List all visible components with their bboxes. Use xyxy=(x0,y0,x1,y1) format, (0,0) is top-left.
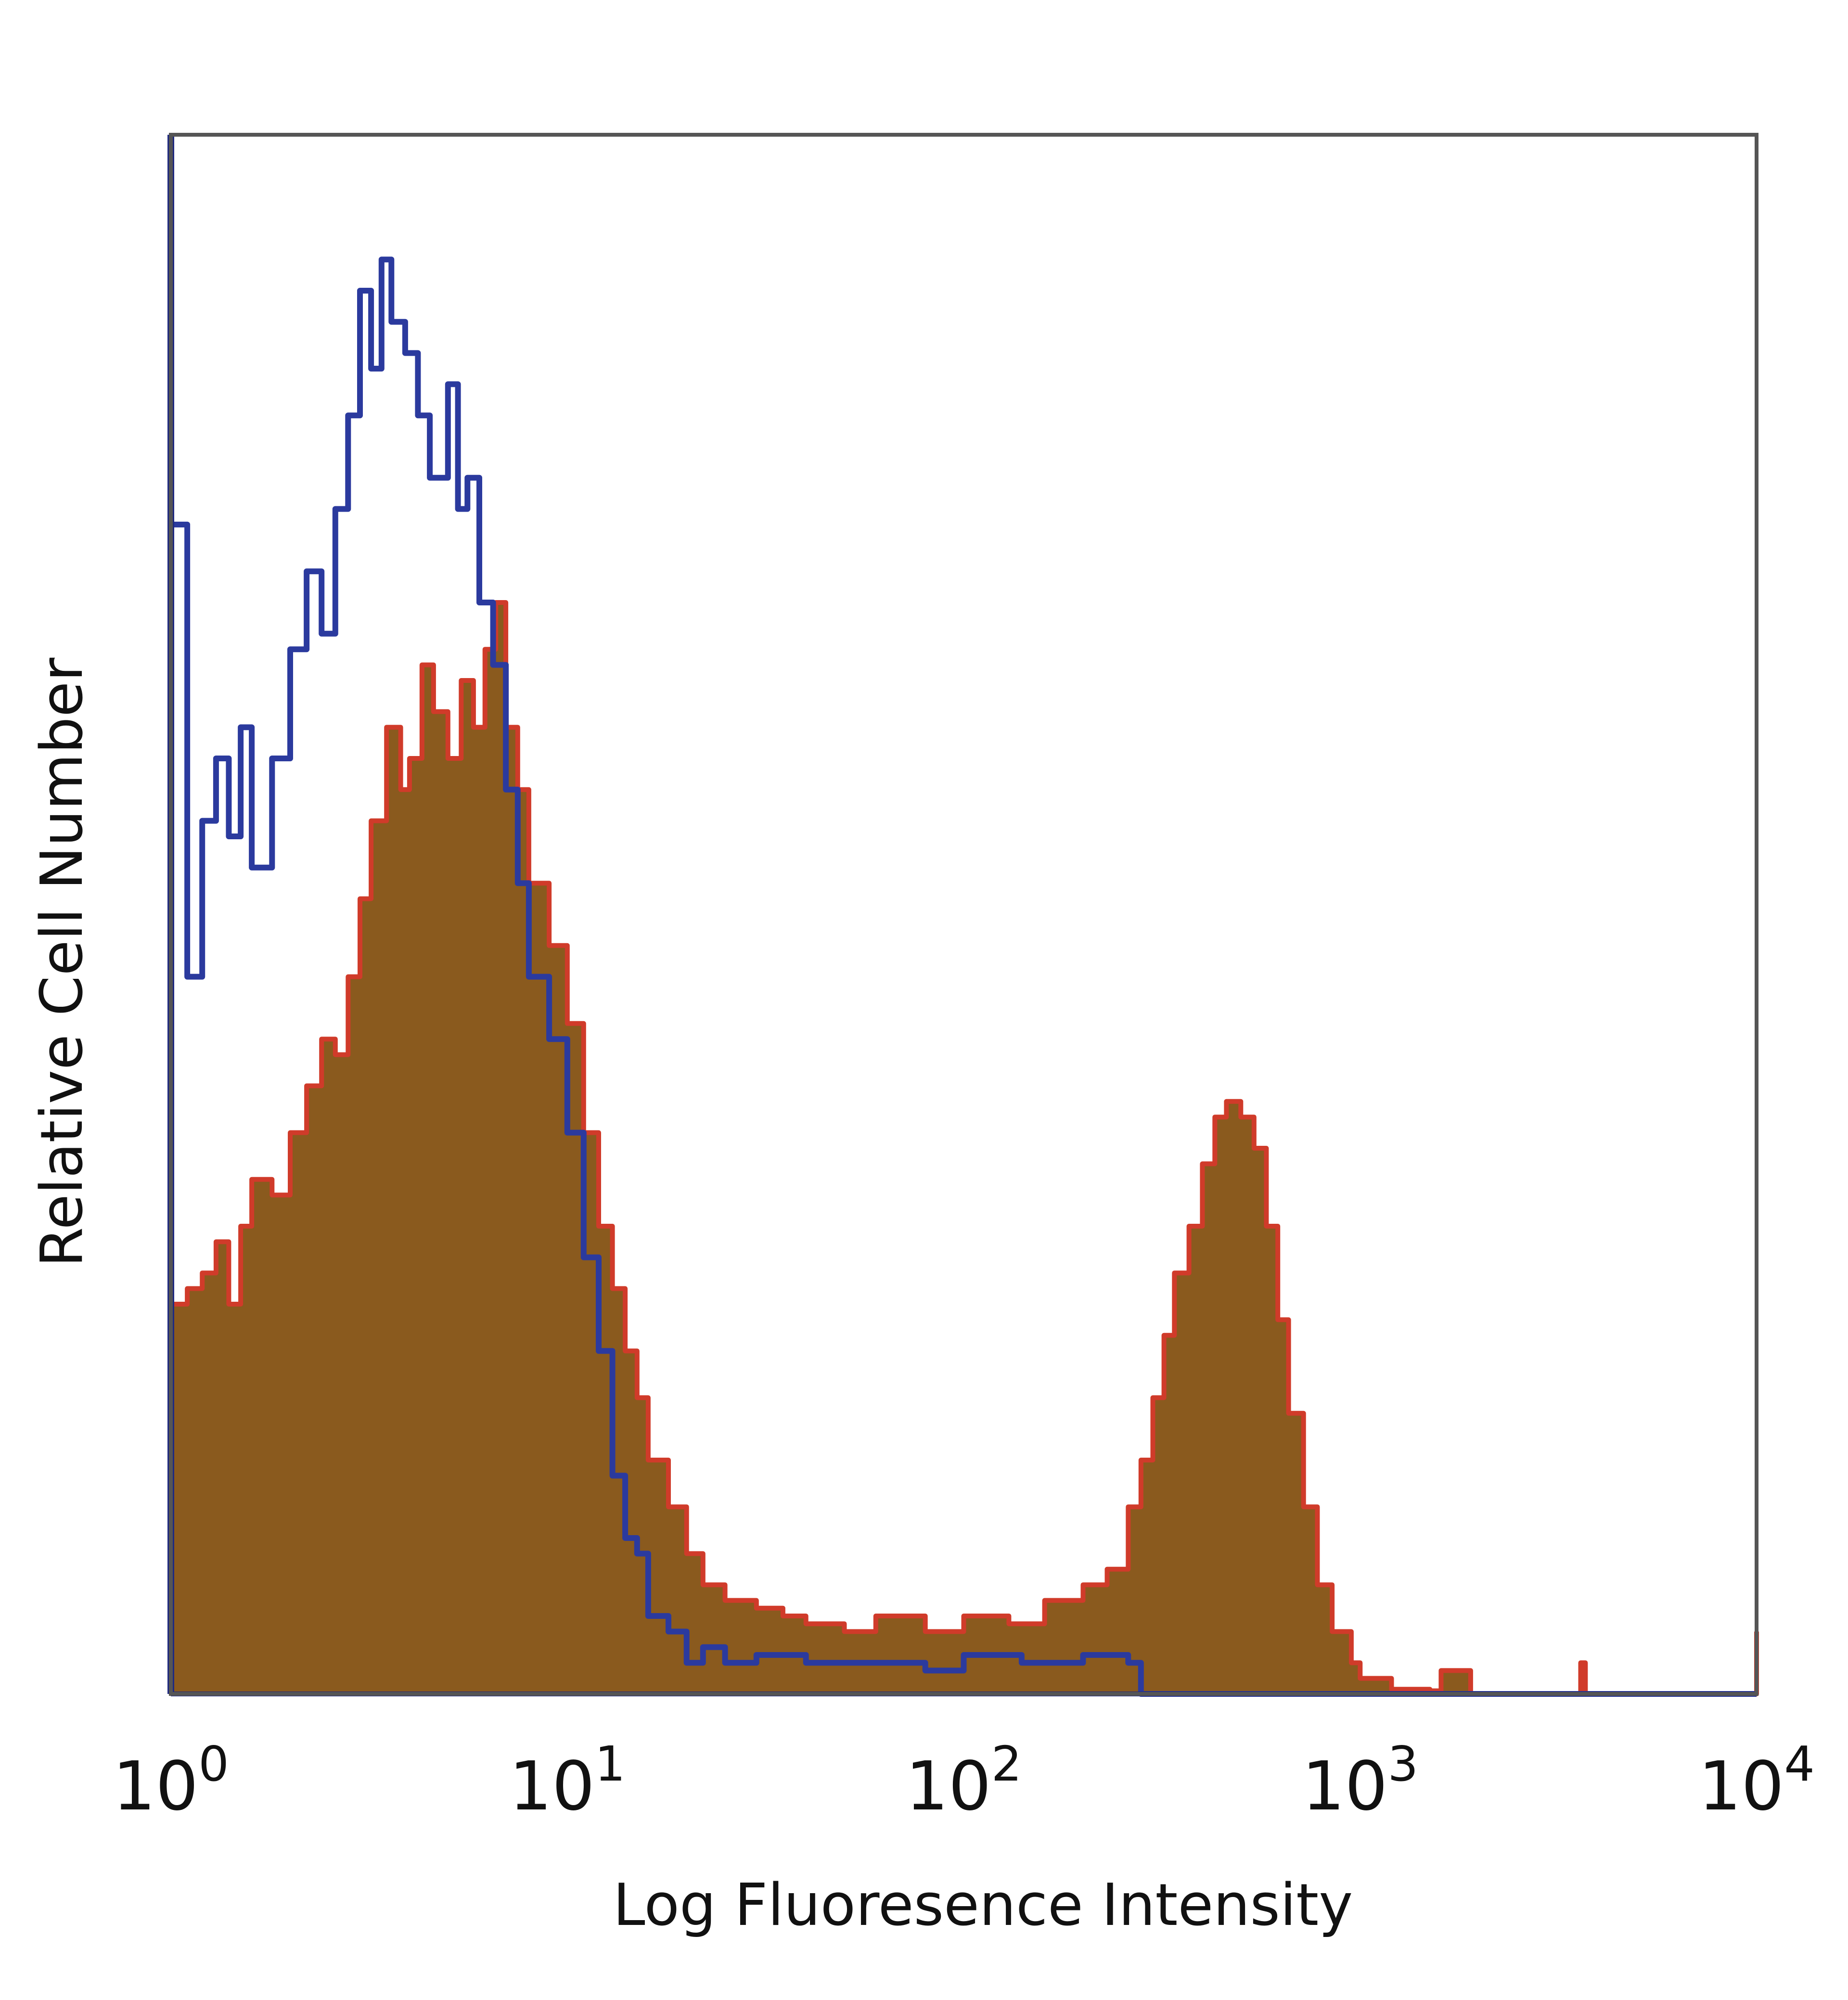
x-tick-label-0: 100 xyxy=(113,1736,229,1826)
plot-frame xyxy=(169,133,1758,1696)
x-axis-ticks: 100 101 102 103 104 xyxy=(113,1736,1815,1826)
x-tick-label-1: 101 xyxy=(509,1736,626,1826)
histogram-series-0-line xyxy=(171,256,1757,1697)
x-tick-label-4: 104 xyxy=(1698,1736,1815,1826)
y-axis-title: Relative Cell Number xyxy=(29,657,96,1267)
x-axis-title: Log Fluoresence Intensity xyxy=(613,1872,1353,1939)
x-tick-label-3: 103 xyxy=(1302,1736,1418,1826)
histogram-series-1-fill xyxy=(171,603,1757,1694)
x-tick-label-2: 102 xyxy=(906,1736,1022,1826)
histogram-series-1-line xyxy=(171,600,1759,1696)
